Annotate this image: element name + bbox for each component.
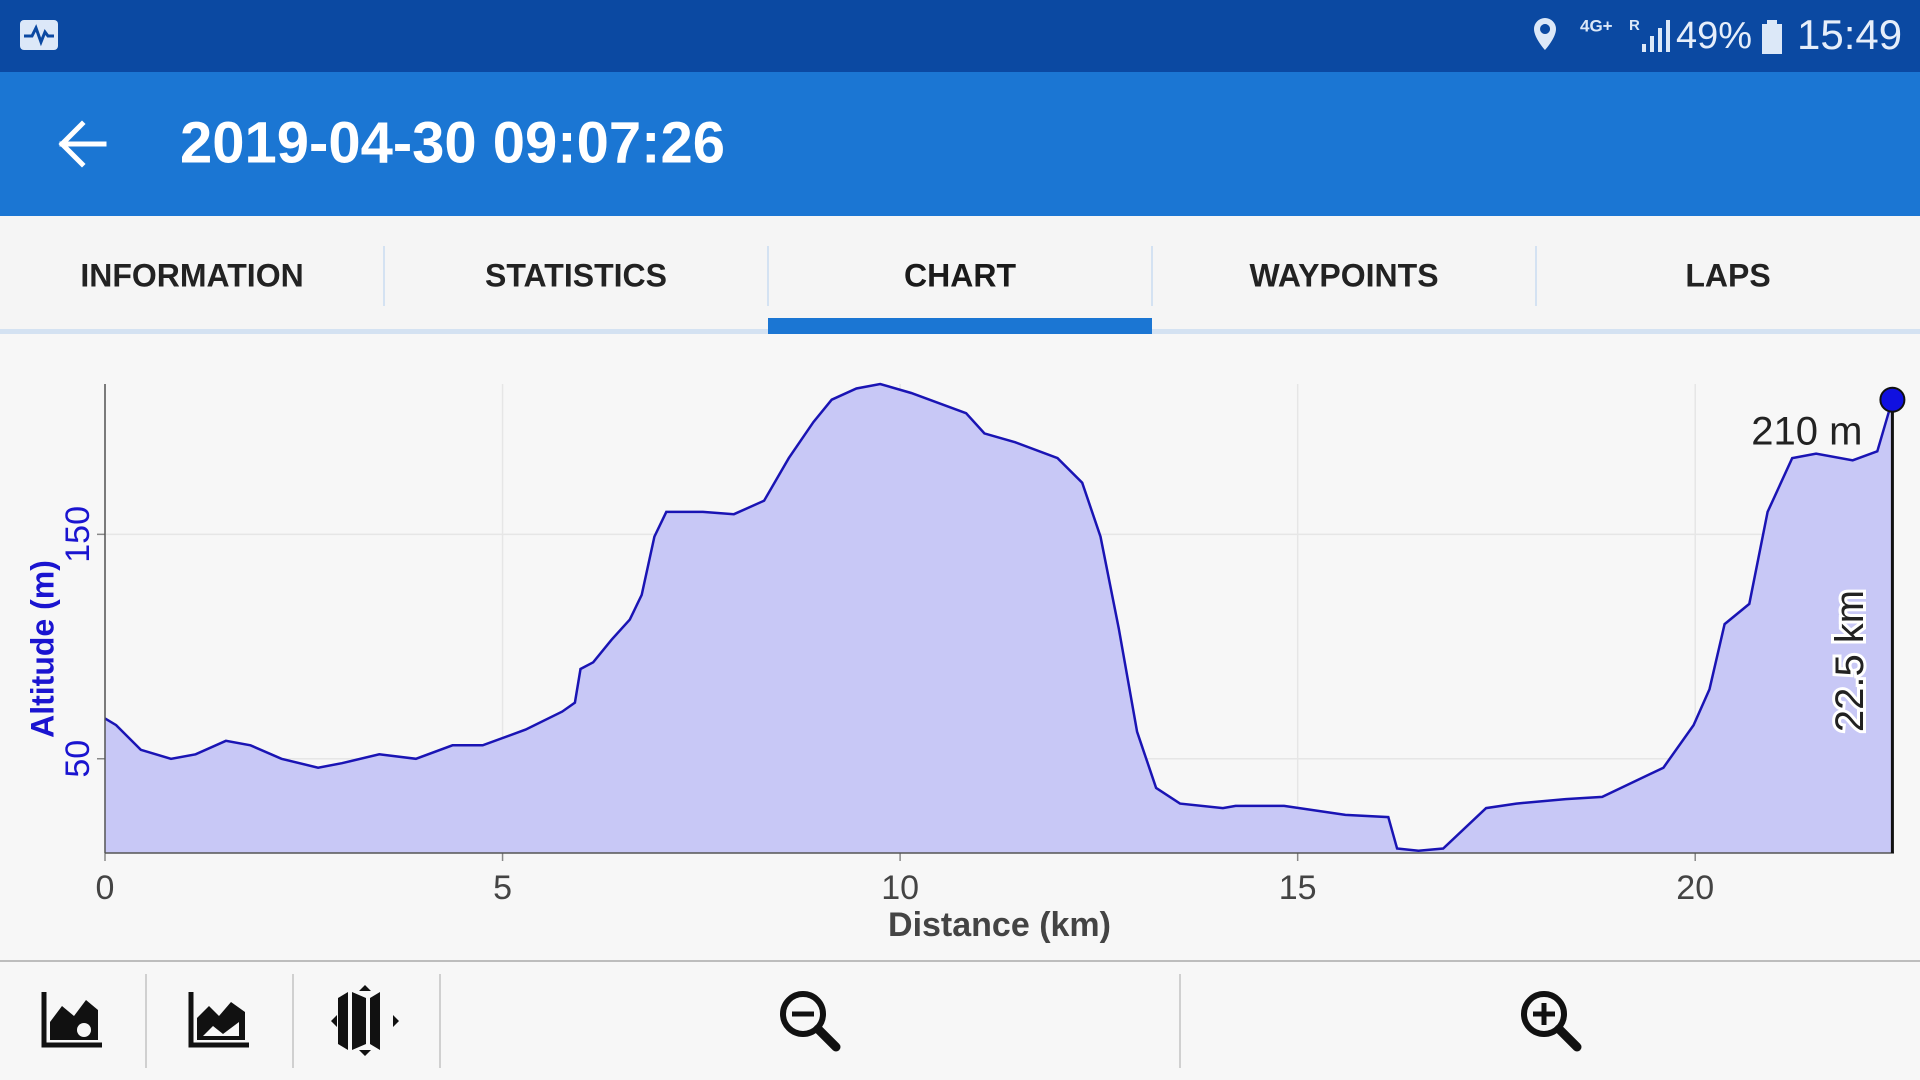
marker-value-label: 210 m	[1751, 410, 1862, 454]
chart-settings-button[interactable]	[41, 992, 102, 1048]
battery-percent: 49%	[1676, 15, 1752, 57]
line	[104, 382, 1894, 853]
area	[105, 384, 1893, 853]
tab[interactable]: WAYPOINTS	[1249, 257, 1438, 293]
chart-fill-button[interactable]	[188, 992, 249, 1048]
x-tick-label: 0	[96, 869, 115, 907]
marker-distance-label: 22.5 km	[1828, 590, 1872, 732]
y-axis-title: Altitude (m)	[24, 560, 60, 738]
app-status-icon	[20, 20, 58, 50]
map-button[interactable]	[331, 985, 399, 1056]
app-bar	[0, 72, 1920, 216]
y-tick-label: 50	[59, 740, 97, 778]
tab[interactable]: STATISTICS	[485, 257, 667, 293]
tab[interactable]: INFORMATION	[80, 257, 303, 293]
clock: 15:49	[1797, 11, 1902, 58]
status-bar	[0, 0, 1920, 72]
back-button[interactable]	[58, 120, 107, 168]
tab[interactable]: LAPS	[1685, 257, 1770, 293]
signal-icon	[1642, 20, 1670, 52]
x-tick-label: 10	[881, 869, 919, 907]
marker-point	[1879, 386, 1906, 413]
network-type: 4G+	[1580, 16, 1613, 35]
x-tick-label: 15	[1279, 869, 1317, 907]
tab-indicator	[768, 318, 1152, 334]
x-axis-title: Distance (km)	[888, 906, 1111, 944]
battery-icon	[1762, 20, 1782, 54]
tab[interactable]: CHART	[904, 257, 1016, 293]
roaming-indicator: R	[1629, 17, 1640, 34]
y-tick-label: 150	[59, 506, 97, 563]
zoom-in-button[interactable]	[1521, 991, 1582, 1052]
x-tick-label: 5	[493, 869, 512, 907]
location-icon	[1534, 18, 1556, 50]
tab-bar	[0, 216, 1920, 333]
toolbar	[0, 961, 1920, 1080]
x-tick-label: 20	[1676, 869, 1714, 907]
toolbar-separators	[145, 974, 1181, 1068]
zoom-out-button[interactable]	[780, 991, 841, 1052]
app-title: 2019-04-30 09:07:26	[180, 110, 725, 175]
